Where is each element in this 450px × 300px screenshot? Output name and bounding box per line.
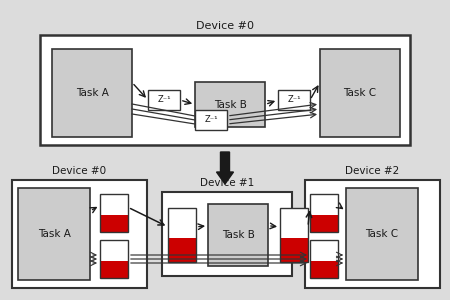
Text: Task A: Task A <box>37 229 71 239</box>
Text: Task B: Task B <box>221 230 254 240</box>
Text: Device #2: Device #2 <box>346 166 400 176</box>
Bar <box>310 240 338 261</box>
Bar <box>168 238 196 262</box>
Bar <box>346 188 418 280</box>
Bar <box>40 35 410 145</box>
Text: Task C: Task C <box>343 88 377 98</box>
Bar <box>100 240 128 261</box>
Bar <box>280 208 308 262</box>
Bar <box>310 215 338 232</box>
Bar <box>310 240 338 278</box>
Bar <box>162 192 292 276</box>
Text: Device #1: Device #1 <box>200 178 254 188</box>
Text: Device #0: Device #0 <box>196 21 254 31</box>
Bar <box>278 90 310 110</box>
Bar <box>310 194 338 232</box>
Text: Task B: Task B <box>214 100 247 110</box>
Bar <box>168 208 196 262</box>
FancyArrow shape <box>216 152 234 184</box>
Text: Z⁻¹: Z⁻¹ <box>287 95 301 104</box>
Bar <box>280 238 308 262</box>
Bar <box>100 194 128 232</box>
Bar <box>12 180 147 288</box>
Bar <box>52 49 132 137</box>
Text: Z⁻¹: Z⁻¹ <box>204 116 218 124</box>
Bar <box>168 208 196 238</box>
Bar <box>208 204 268 266</box>
Text: Device #0: Device #0 <box>53 166 107 176</box>
Bar <box>310 194 338 215</box>
Bar <box>320 49 400 137</box>
Text: Task C: Task C <box>365 229 399 239</box>
Bar <box>100 261 128 278</box>
Bar <box>18 188 90 280</box>
Bar <box>310 261 338 278</box>
Text: Z⁻¹: Z⁻¹ <box>157 95 171 104</box>
Bar <box>100 240 128 278</box>
Bar <box>148 90 180 110</box>
Bar <box>280 208 308 238</box>
Bar <box>100 215 128 232</box>
Bar <box>100 194 128 215</box>
Bar <box>305 180 440 288</box>
Bar <box>195 82 265 127</box>
Bar <box>195 110 227 130</box>
Text: Task A: Task A <box>76 88 108 98</box>
